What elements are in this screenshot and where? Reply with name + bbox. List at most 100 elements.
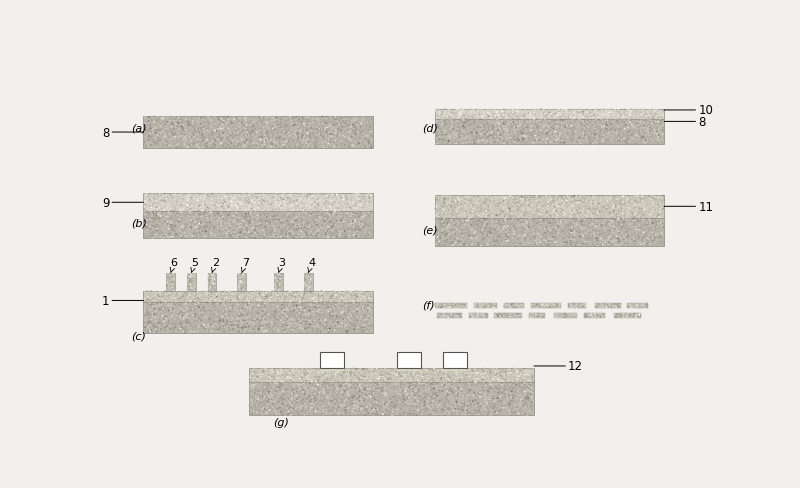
Point [174, 303, 187, 310]
Point [241, 132, 254, 140]
Point [255, 119, 268, 126]
Point [535, 313, 548, 321]
Point [531, 221, 544, 229]
Point [515, 131, 528, 139]
Point [306, 140, 319, 147]
Point [512, 118, 525, 125]
Point [157, 114, 170, 122]
Point [306, 380, 318, 387]
Point [352, 219, 365, 227]
Point [542, 219, 555, 226]
Point [270, 376, 282, 384]
Point [318, 126, 331, 134]
Point [386, 393, 399, 401]
Point [342, 383, 355, 391]
Point [444, 377, 457, 385]
Point [348, 380, 361, 387]
Point [285, 142, 298, 149]
Point [513, 231, 526, 239]
Point [638, 216, 650, 224]
Point [330, 227, 343, 235]
Point [465, 218, 478, 225]
Point [256, 327, 269, 335]
Point [515, 384, 528, 392]
Point [438, 303, 451, 311]
Point [245, 304, 258, 312]
Point [159, 315, 172, 323]
Point [278, 408, 290, 416]
Point [478, 224, 490, 232]
Point [350, 139, 363, 146]
Point [492, 311, 505, 319]
Point [311, 129, 324, 137]
Point [345, 398, 358, 406]
Point [213, 312, 226, 320]
Point [201, 196, 214, 204]
Point [286, 122, 299, 130]
Point [401, 367, 414, 375]
Point [186, 303, 199, 311]
Point [348, 294, 361, 302]
Point [328, 134, 341, 142]
Point [173, 117, 186, 125]
Point [518, 195, 531, 203]
Point [183, 196, 196, 204]
Point [508, 196, 521, 204]
Point [532, 128, 545, 136]
Point [638, 301, 650, 308]
Point [435, 224, 448, 231]
Point [438, 235, 450, 243]
Point [337, 300, 350, 307]
Point [470, 115, 482, 122]
Point [638, 226, 651, 234]
Point [437, 313, 450, 321]
Point [522, 114, 535, 122]
Point [298, 197, 310, 204]
Point [256, 133, 269, 141]
Point [567, 234, 580, 242]
Point [157, 322, 170, 329]
Point [166, 276, 178, 284]
Point [252, 144, 265, 152]
Point [166, 288, 178, 296]
Point [450, 240, 462, 247]
Point [511, 135, 524, 143]
Point [450, 301, 463, 309]
Point [388, 387, 401, 395]
Point [221, 300, 234, 307]
Point [434, 311, 446, 319]
Point [576, 224, 589, 231]
Point [571, 124, 584, 132]
Point [275, 297, 288, 305]
Point [358, 370, 370, 378]
Point [299, 277, 312, 285]
Point [610, 130, 622, 138]
Point [624, 234, 637, 242]
Point [271, 285, 284, 293]
Point [649, 137, 662, 144]
Point [459, 229, 472, 237]
Point [160, 320, 173, 328]
Point [529, 137, 542, 145]
Point [319, 206, 332, 214]
Point [483, 208, 496, 216]
Point [516, 302, 529, 310]
Point [309, 302, 322, 309]
Point [414, 395, 427, 403]
Point [268, 315, 281, 323]
Point [355, 373, 368, 381]
Point [346, 316, 359, 324]
Point [239, 192, 252, 200]
Point [323, 192, 336, 200]
Point [284, 224, 297, 231]
Point [341, 120, 354, 127]
Point [275, 388, 288, 396]
Point [263, 374, 276, 382]
Point [350, 293, 363, 301]
Point [262, 405, 274, 413]
Point [266, 141, 278, 149]
Point [320, 229, 333, 237]
Point [543, 201, 556, 209]
Point [239, 326, 252, 334]
Point [236, 328, 249, 336]
